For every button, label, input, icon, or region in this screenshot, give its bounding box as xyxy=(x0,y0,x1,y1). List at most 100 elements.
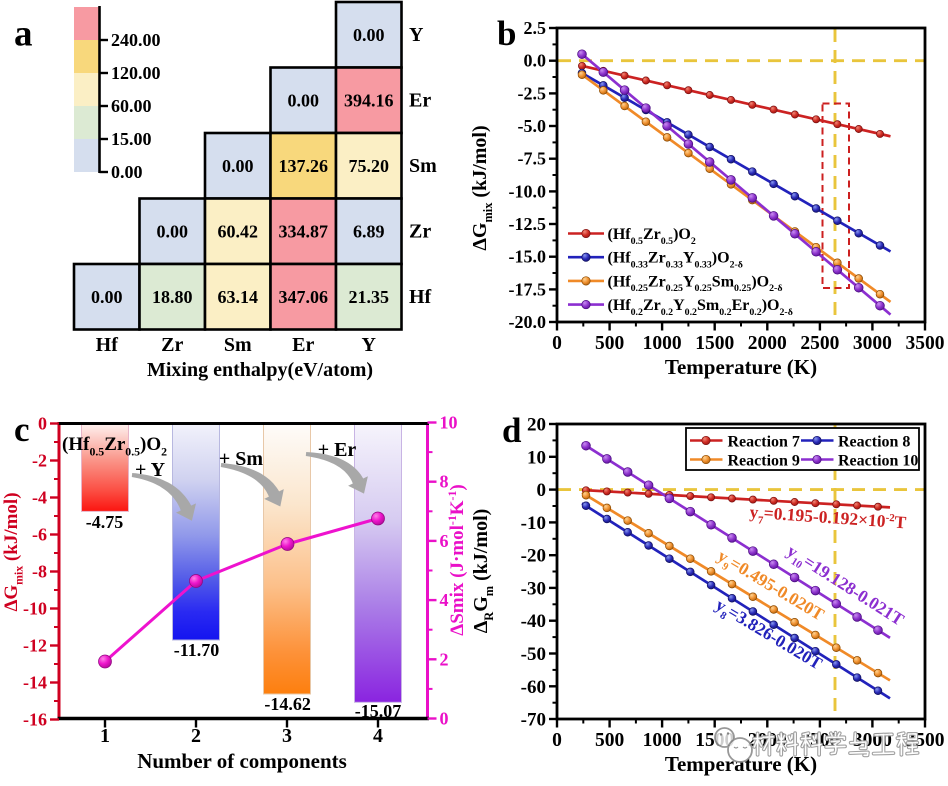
svg-text:-40: -40 xyxy=(521,611,546,632)
svg-text:347.06: 347.06 xyxy=(279,287,329,307)
svg-text:334.87: 334.87 xyxy=(279,221,329,241)
svg-text:120.00: 120.00 xyxy=(111,63,161,83)
svg-text:ΔRGm (kJ/mol): ΔRGm (kJ/mol) xyxy=(470,509,496,634)
svg-text:+ Y: + Y xyxy=(135,459,166,481)
svg-text:Hf: Hf xyxy=(409,286,432,308)
svg-text:-30: -30 xyxy=(521,578,546,599)
svg-text:ΔSmix (J·mol-1K-1): ΔSmix (J·mol-1K-1) xyxy=(445,484,468,635)
svg-text:6.89: 6.89 xyxy=(353,221,385,241)
svg-text:500: 500 xyxy=(595,333,624,354)
svg-text:-4: -4 xyxy=(32,488,47,508)
svg-text:c: c xyxy=(14,410,30,449)
svg-text:0.00: 0.00 xyxy=(353,25,385,45)
svg-text:Temperature (K): Temperature (K) xyxy=(665,355,817,379)
svg-text:(Hf0.5Zr0.5)O2: (Hf0.5Zr0.5)O2 xyxy=(62,434,167,459)
svg-text:-12: -12 xyxy=(23,636,47,656)
svg-text:Er: Er xyxy=(292,334,314,356)
svg-text:0.00: 0.00 xyxy=(157,221,189,241)
svg-text:Reaction 9: Reaction 9 xyxy=(728,452,800,469)
svg-text:-70: -70 xyxy=(521,710,546,731)
svg-text:0.0: 0.0 xyxy=(524,51,547,71)
svg-text:b: b xyxy=(497,14,516,53)
svg-text:1000: 1000 xyxy=(643,333,682,354)
svg-text:-14.62: -14.62 xyxy=(264,694,311,714)
svg-text:-10.0: -10.0 xyxy=(509,181,547,201)
svg-text:3: 3 xyxy=(282,725,292,747)
svg-text:63.14: 63.14 xyxy=(218,287,259,307)
svg-text:3500: 3500 xyxy=(906,333,945,354)
svg-text:-50: -50 xyxy=(521,644,546,665)
svg-text:4: 4 xyxy=(440,590,449,610)
svg-text:-15.0: -15.0 xyxy=(509,247,547,267)
svg-text:Reaction 8: Reaction 8 xyxy=(838,433,910,450)
svg-text:Number of components: Number of components xyxy=(137,749,347,773)
svg-text:-6: -6 xyxy=(32,525,47,545)
svg-text:21.35: 21.35 xyxy=(349,287,390,307)
svg-text:394.16: 394.16 xyxy=(344,90,394,110)
svg-text:2500: 2500 xyxy=(800,333,839,354)
svg-text:Reaction 10: Reaction 10 xyxy=(838,452,918,469)
svg-text:Sm: Sm xyxy=(224,334,252,356)
svg-text:-20: -20 xyxy=(521,546,546,567)
svg-text:Y: Y xyxy=(362,334,377,356)
svg-text:a: a xyxy=(14,14,33,55)
svg-text:-5.0: -5.0 xyxy=(518,116,547,136)
svg-text:0.00: 0.00 xyxy=(288,90,320,110)
svg-text:3000: 3000 xyxy=(853,333,892,354)
svg-text:240.00: 240.00 xyxy=(111,30,161,50)
svg-text:Sm: Sm xyxy=(409,155,437,177)
svg-text:0.00: 0.00 xyxy=(111,162,143,182)
svg-text:500: 500 xyxy=(595,730,624,751)
svg-text:0.00: 0.00 xyxy=(91,287,123,307)
svg-text:2: 2 xyxy=(440,649,449,669)
svg-text:d: d xyxy=(502,411,522,450)
svg-text:4: 4 xyxy=(373,725,383,747)
svg-text:-16: -16 xyxy=(23,710,47,730)
svg-text:137.26: 137.26 xyxy=(279,156,329,176)
svg-text:Zr: Zr xyxy=(161,334,183,356)
svg-text:75.20: 75.20 xyxy=(349,156,390,176)
svg-text:60.00: 60.00 xyxy=(111,96,152,116)
svg-text:1: 1 xyxy=(100,725,110,747)
svg-text:0: 0 xyxy=(440,709,449,729)
svg-text:-12.5: -12.5 xyxy=(509,214,547,234)
svg-text:(Hf0.33Zr0.33Y0.33)O2-δ: (Hf0.33Zr0.33Y0.33)O2-δ xyxy=(608,250,743,271)
svg-text:-8: -8 xyxy=(32,562,47,582)
svg-text:0: 0 xyxy=(537,480,547,501)
svg-text:Y: Y xyxy=(409,24,424,46)
svg-text:15.00: 15.00 xyxy=(111,129,152,149)
svg-text:6: 6 xyxy=(440,531,449,551)
svg-text:-2: -2 xyxy=(32,451,47,471)
svg-text:ΔGmix (kJ/mol): ΔGmix (kJ/mol) xyxy=(469,125,495,250)
svg-text:0: 0 xyxy=(38,414,47,434)
svg-text:-10: -10 xyxy=(521,513,546,534)
svg-text:0: 0 xyxy=(552,730,562,751)
svg-text:+ Sm: + Sm xyxy=(219,448,264,470)
svg-text:Zr: Zr xyxy=(409,220,431,242)
svg-text:-2.5: -2.5 xyxy=(518,83,547,103)
svg-text:Hf: Hf xyxy=(96,334,119,356)
svg-text:ΔGmix (kJ/mol): ΔGmix (kJ/mol) xyxy=(1,492,26,611)
svg-text:-15.07: -15.07 xyxy=(355,701,402,721)
svg-text:-7.5: -7.5 xyxy=(518,149,547,169)
svg-text:-14: -14 xyxy=(23,673,47,693)
svg-text:2.5: 2.5 xyxy=(524,18,547,38)
svg-text:0.00: 0.00 xyxy=(222,156,254,176)
svg-text:(Hf0.2Zr0.2Y0.2Sm0.2Er0.2)O2-δ: (Hf0.2Zr0.2Y0.2Sm0.2Er0.2)O2-δ xyxy=(608,297,793,318)
svg-text:1500: 1500 xyxy=(695,333,734,354)
svg-text:-17.5: -17.5 xyxy=(509,279,547,299)
svg-text:(Hf0.25Zr0.25Y0.25Sm0.25)O2-δ: (Hf0.25Zr0.25Y0.25Sm0.25)O2-δ xyxy=(608,273,783,294)
svg-text:-20.0: -20.0 xyxy=(509,312,547,332)
svg-text:20: 20 xyxy=(527,415,546,436)
svg-text:Reaction 7: Reaction 7 xyxy=(728,433,800,450)
svg-text:1000: 1000 xyxy=(643,730,682,751)
svg-text:60.42: 60.42 xyxy=(218,221,259,241)
svg-text:2000: 2000 xyxy=(748,333,787,354)
svg-text:-4.75: -4.75 xyxy=(86,512,124,532)
svg-text:Er: Er xyxy=(409,89,431,111)
svg-text:18.80: 18.80 xyxy=(152,287,193,307)
svg-text:2: 2 xyxy=(191,725,201,747)
svg-text:10: 10 xyxy=(440,413,458,433)
svg-text:8: 8 xyxy=(440,472,449,492)
svg-text:(Hf0.5Zr0.5)O2: (Hf0.5Zr0.5)O2 xyxy=(608,226,696,247)
